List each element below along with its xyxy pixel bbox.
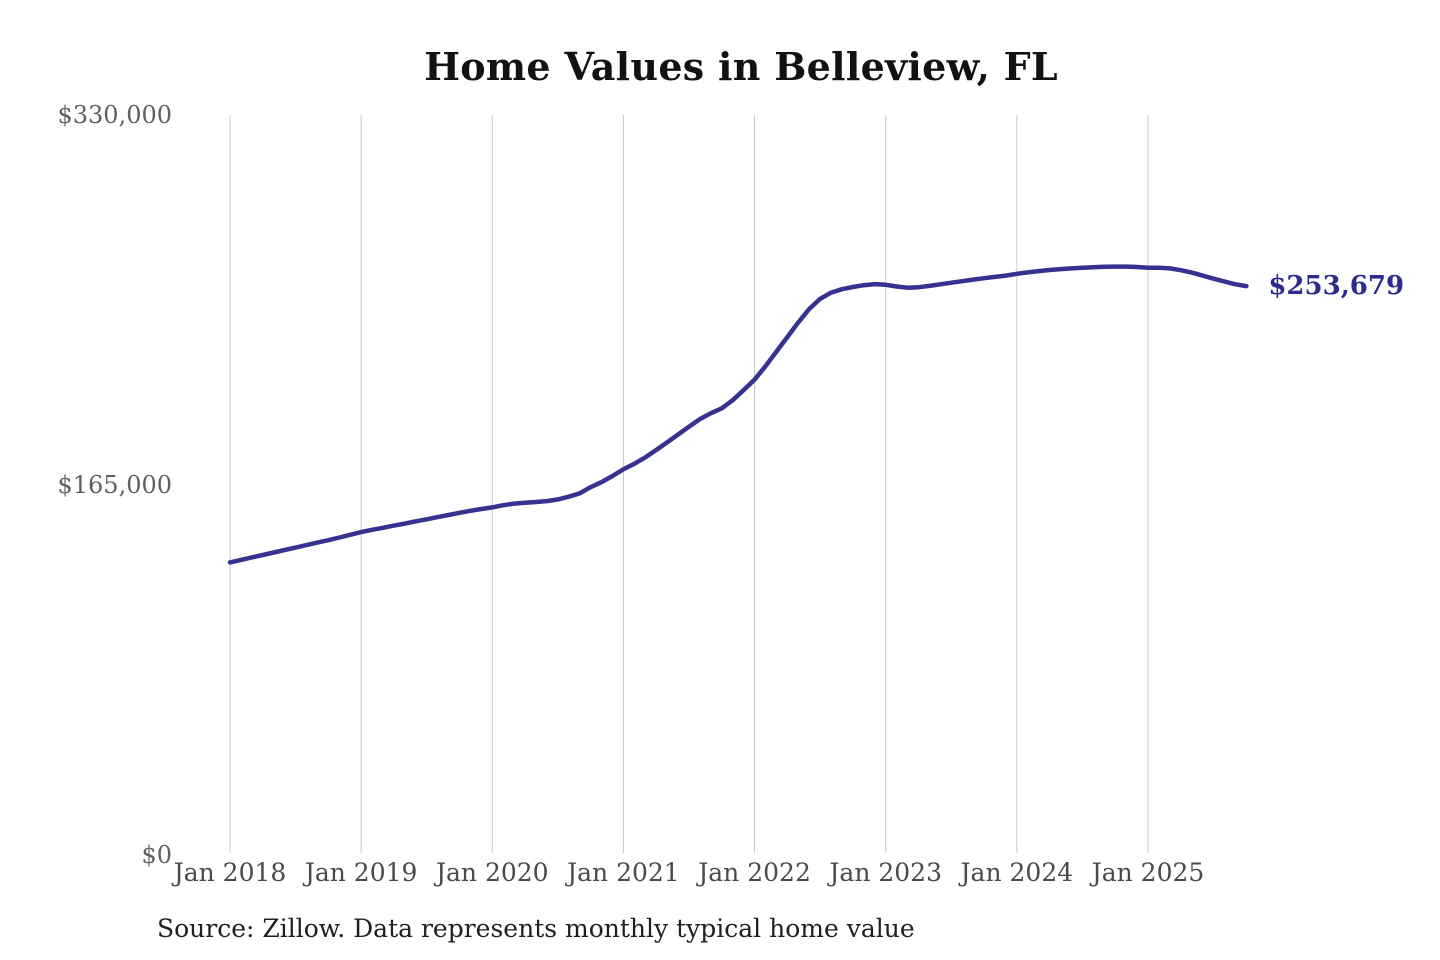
y-tick-label: $330,000 [57,101,172,129]
x-tick-label: Jan 2025 [1091,858,1205,887]
latest-value-label: $253,679 [1268,271,1405,302]
source-note: Source: Zillow. Data represents monthly … [157,914,915,943]
chart-title: Home Values in Belleview, FL [424,44,1058,89]
x-tick-label: Jan 2020 [435,858,549,887]
vertical-gridlines [229,115,1149,853]
x-tick-label: Jan 2021 [567,858,680,887]
x-tick-label: Jan 2022 [698,858,811,887]
x-tick-label: Jan 2024 [960,858,1074,887]
x-tick-label: Jan 2018 [173,858,287,887]
x-tick-label: Jan 2019 [304,858,418,887]
y-tick-label: $165,000 [57,471,172,499]
home-value-line [227,264,1249,565]
x-tick-label: Jan 2023 [829,858,942,887]
y-tick-label: $0 [141,841,172,869]
